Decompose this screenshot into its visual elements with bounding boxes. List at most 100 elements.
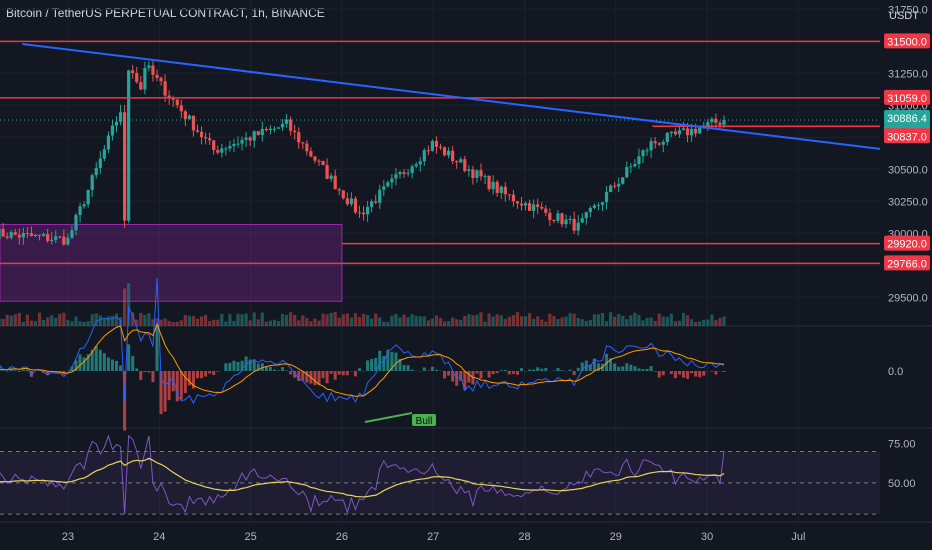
candle-body bbox=[159, 77, 163, 82]
candle-body bbox=[511, 194, 515, 202]
volume-bar bbox=[499, 315, 503, 326]
macd-histogram-bar bbox=[305, 371, 309, 383]
price-tag-bg bbox=[884, 128, 930, 144]
volume-bar bbox=[621, 315, 625, 326]
macd-histogram-bar bbox=[390, 351, 394, 371]
volume-bar bbox=[357, 317, 362, 326]
macd-histogram-bar bbox=[613, 363, 617, 371]
candle-body bbox=[74, 215, 78, 231]
macd-histogram-bar bbox=[495, 371, 499, 374]
time-tick-label: 23 bbox=[62, 531, 74, 543]
candle-body bbox=[54, 236, 58, 240]
volume-bar bbox=[483, 321, 487, 326]
candle-body bbox=[560, 213, 564, 225]
macd-histogram-bar bbox=[272, 369, 276, 371]
macd-histogram-bar bbox=[131, 355, 135, 371]
volume-bar bbox=[62, 312, 66, 326]
candle-body bbox=[143, 67, 147, 90]
volume-bar bbox=[604, 321, 609, 326]
candle-body bbox=[224, 148, 228, 150]
volume-bar bbox=[649, 317, 653, 326]
volume-bar bbox=[106, 316, 110, 326]
macd-histogram-bar bbox=[556, 367, 560, 371]
candle-body bbox=[641, 150, 645, 157]
macd-histogram-bar bbox=[596, 363, 600, 371]
macd-histogram-bar bbox=[110, 359, 114, 371]
volume-bar bbox=[135, 319, 139, 326]
volume-bar bbox=[398, 317, 402, 326]
volume-bar bbox=[179, 320, 183, 326]
volume-bar bbox=[220, 313, 224, 326]
macd-histogram-bar bbox=[341, 371, 345, 376]
candle-body bbox=[681, 128, 686, 131]
volume-bar bbox=[625, 319, 629, 326]
trendline-line[interactable] bbox=[22, 42, 881, 150]
volume-bar bbox=[677, 320, 682, 326]
candle-body bbox=[33, 234, 38, 237]
time-tick-label: 29 bbox=[610, 531, 622, 543]
volume-bar bbox=[199, 316, 204, 326]
candle-body bbox=[467, 169, 471, 171]
volume-bar bbox=[280, 313, 285, 326]
candle-body bbox=[102, 149, 106, 159]
volume-bar bbox=[580, 319, 584, 326]
macd-histogram-bar bbox=[572, 371, 576, 376]
candle-body bbox=[455, 161, 459, 163]
grid-lines bbox=[0, 0, 932, 522]
candle-body bbox=[264, 128, 268, 131]
volume-bar bbox=[366, 315, 370, 326]
candle-body bbox=[345, 198, 349, 205]
candle-body bbox=[548, 212, 552, 220]
volume-bar bbox=[382, 321, 386, 326]
candle-body bbox=[471, 169, 475, 178]
macd-histogram-bar bbox=[576, 367, 580, 371]
candle-body bbox=[386, 182, 390, 187]
macd-histogram-bar bbox=[673, 371, 677, 379]
volume-bar bbox=[163, 318, 167, 326]
volume-bar bbox=[98, 315, 102, 326]
volume-bar bbox=[523, 316, 528, 326]
volume-bar bbox=[370, 318, 374, 326]
rsi-tick-label: 75.00 bbox=[888, 439, 916, 451]
macd-histogram-bar bbox=[528, 369, 532, 371]
macd-histogram-bar bbox=[329, 371, 333, 374]
candle-body bbox=[426, 150, 430, 152]
volume-bar bbox=[422, 316, 426, 326]
macd-histogram-bar bbox=[191, 371, 195, 389]
candle-body bbox=[183, 111, 187, 119]
candle-body bbox=[487, 175, 491, 190]
candle-body bbox=[13, 232, 17, 235]
candle-body bbox=[690, 128, 694, 136]
volume-bar bbox=[171, 321, 175, 326]
volume-bar bbox=[576, 317, 580, 326]
macd-histogram-bar bbox=[204, 371, 208, 377]
volume-bar bbox=[46, 317, 50, 326]
macd-histogram-bar bbox=[212, 371, 216, 375]
time-axis[interactable]: 23 24 25 26 27 28 29 30 Jul bbox=[0, 521, 932, 543]
volume-bar bbox=[224, 321, 228, 326]
candle-body bbox=[333, 175, 337, 190]
price-tick-label: 30500.0 bbox=[888, 164, 928, 176]
macd-histogram-bar bbox=[677, 371, 681, 375]
macd-histogram-bar bbox=[645, 369, 649, 371]
volume-bar bbox=[212, 319, 216, 326]
volume-bar bbox=[183, 315, 187, 326]
macd-histogram-bar bbox=[268, 366, 272, 371]
currency-label[interactable]: USDT bbox=[889, 10, 919, 22]
volume-bar bbox=[503, 318, 507, 326]
candle-body bbox=[669, 131, 673, 133]
volume-bar bbox=[25, 314, 29, 326]
volume-bar bbox=[536, 316, 540, 326]
macd-histogram-bar bbox=[21, 369, 25, 371]
candle-body bbox=[353, 198, 358, 213]
candle-body bbox=[106, 135, 110, 150]
price-tag-bg bbox=[884, 33, 930, 49]
macd-histogram-bar bbox=[147, 371, 151, 373]
macd-histogram-bar bbox=[325, 371, 329, 384]
trendline[interactable] bbox=[22, 42, 881, 150]
volume-bar bbox=[82, 321, 86, 326]
volume-bar bbox=[694, 321, 698, 326]
candle-body bbox=[175, 99, 179, 106]
volume-bar bbox=[540, 319, 544, 326]
